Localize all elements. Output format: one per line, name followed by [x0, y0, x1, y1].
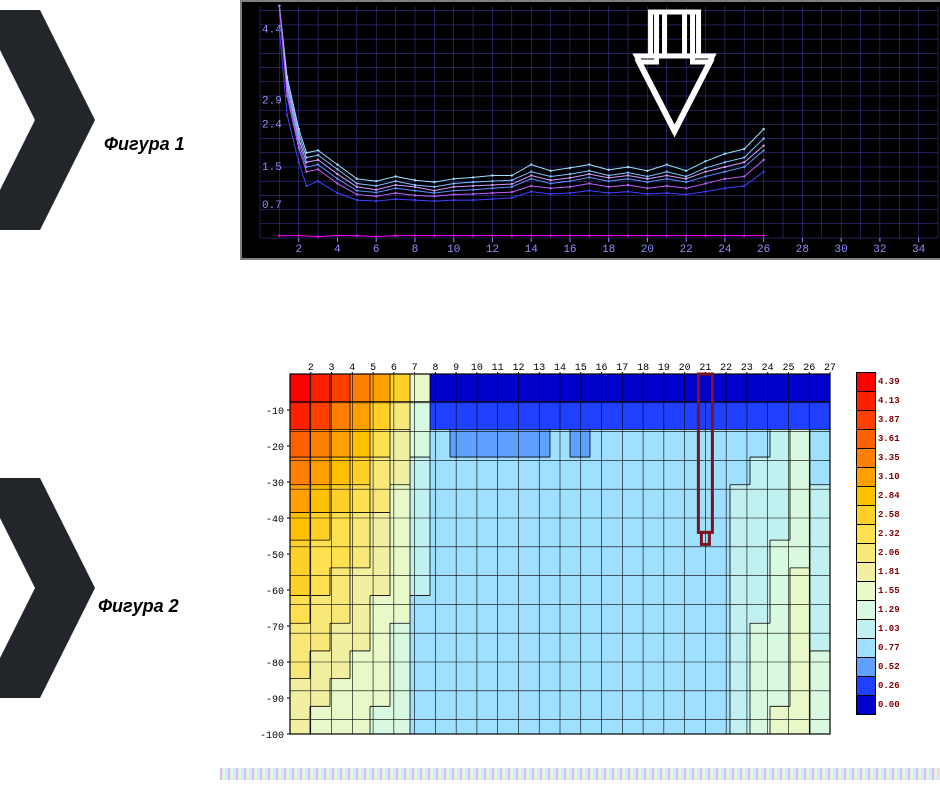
legend-row: 1.55 [856, 581, 900, 600]
svg-text:8: 8 [412, 244, 419, 256]
legend-row: 0.52 [856, 657, 900, 676]
legend-row: 2.58 [856, 505, 900, 524]
svg-text:20: 20 [641, 244, 654, 256]
svg-text:1.5: 1.5 [262, 162, 282, 174]
label-fig2: Фигура 2 [98, 596, 179, 617]
legend-row: 2.84 [856, 486, 900, 505]
footer-noise-bar [220, 768, 940, 780]
legend-row: 1.81 [856, 562, 900, 581]
svg-text:-50: -50 [266, 551, 284, 562]
page: Фигура 1 Фигура 2 0.71.52.42.94.42468101… [0, 0, 940, 788]
legend-row: 1.29 [856, 600, 900, 619]
svg-text:-80: -80 [266, 659, 284, 670]
svg-text:12: 12 [486, 244, 499, 256]
svg-text:14: 14 [525, 244, 539, 256]
fig2-heatmap: 2345678910111213141516171819202122232425… [248, 356, 836, 740]
legend-row: 2.32 [856, 524, 900, 543]
legend-row: 3.35 [856, 448, 900, 467]
svg-text:6: 6 [373, 244, 380, 256]
svg-text:2.9: 2.9 [262, 96, 282, 108]
fig2-colorbar: 4.394.133.873.613.353.102.842.582.322.06… [856, 372, 900, 724]
legend-row: 2.06 [856, 543, 900, 562]
svg-text:30: 30 [835, 244, 848, 256]
svg-text:18: 18 [602, 244, 615, 256]
legend-row: 4.39 [856, 372, 900, 391]
fig1-linechart: 0.71.52.42.94.42468101214161820222426283… [240, 0, 940, 260]
svg-text:2: 2 [295, 244, 302, 256]
svg-text:22: 22 [680, 244, 693, 256]
chevron-fig2 [0, 478, 100, 698]
svg-text:-70: -70 [266, 623, 284, 634]
svg-text:10: 10 [447, 244, 460, 256]
label-fig1: Фигура 1 [104, 134, 185, 155]
svg-text:4: 4 [334, 244, 341, 256]
svg-text:-60: -60 [266, 587, 284, 598]
legend-row: 4.13 [856, 391, 900, 410]
legend-row: 0.77 [856, 638, 900, 657]
legend-row: 0.26 [856, 676, 900, 695]
legend-row: 3.61 [856, 429, 900, 448]
legend-row: 3.10 [856, 467, 900, 486]
svg-text:2.4: 2.4 [262, 119, 282, 131]
svg-text:-100: -100 [260, 731, 284, 740]
legend-row: 1.03 [856, 619, 900, 638]
svg-text:-40: -40 [266, 515, 284, 526]
svg-text:24: 24 [718, 244, 732, 256]
svg-text:0.7: 0.7 [262, 200, 282, 212]
chevron-fig1 [0, 10, 100, 230]
legend-row: 3.87 [856, 410, 900, 429]
svg-text:16: 16 [563, 244, 576, 256]
svg-text:-20: -20 [266, 443, 284, 454]
svg-text:-90: -90 [266, 695, 284, 706]
svg-text:34: 34 [912, 244, 926, 256]
svg-text:-30: -30 [266, 479, 284, 490]
svg-text:26: 26 [757, 244, 770, 256]
svg-text:32: 32 [873, 244, 886, 256]
legend-row: 0.00 [856, 695, 900, 714]
svg-text:28: 28 [796, 244, 809, 256]
svg-text:-10: -10 [266, 407, 284, 418]
